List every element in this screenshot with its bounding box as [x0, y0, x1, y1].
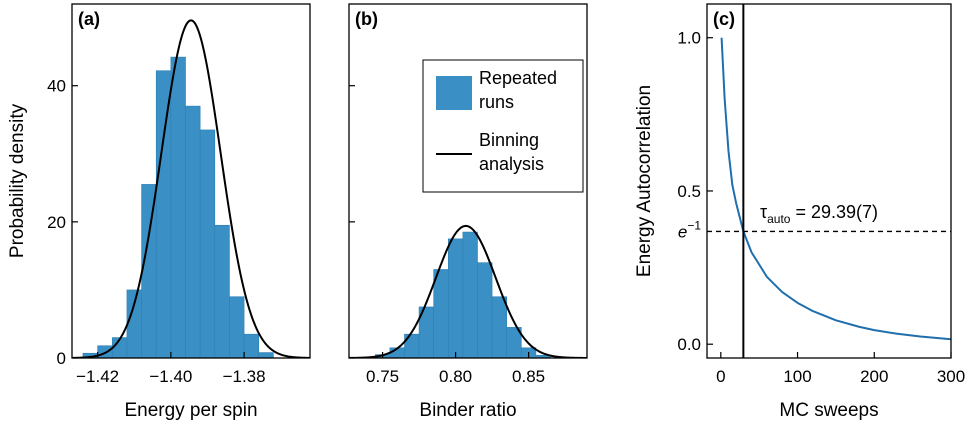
histogram-bar — [214, 224, 230, 358]
fit-curve — [349, 224, 587, 358]
y-axis-label: Probability density — [7, 103, 28, 258]
histogram-bar — [491, 296, 507, 358]
y-tick-label: 0.0 — [677, 335, 701, 354]
x-tick-label: 0.85 — [512, 367, 545, 386]
histogram-bar — [170, 56, 186, 358]
histogram-bar — [229, 296, 245, 358]
panel-b: 0.75 0.80 0.85 Binder ratio (b) Repeated runs B… — [348, 3, 588, 421]
y-tick-label: 1.0 — [677, 29, 701, 48]
histogram-bar — [506, 327, 522, 358]
histogram-bar — [141, 184, 157, 358]
axes-frame — [706, 3, 952, 359]
y-tick-label: 0 — [57, 349, 66, 368]
histogram-bar — [126, 289, 142, 358]
histogram-bar — [462, 231, 478, 358]
y-tick-label: 40 — [47, 77, 66, 96]
histogram-bar — [433, 269, 449, 358]
histogram-bar — [258, 352, 274, 358]
x-axis-label: Binder ratio — [419, 400, 516, 421]
legend-label: runs — [479, 92, 514, 112]
histogram-bar — [185, 105, 201, 358]
axes-frame — [348, 3, 588, 359]
e-inverse-label: e−1 — [678, 218, 701, 241]
tau-value: = 29.39(7) — [790, 202, 878, 222]
y-axis-label: Energy Autocorrelation — [634, 85, 655, 277]
panel-a: −1.42 −1.40 −1.38 0 20 40 Energy per spin Proba… — [7, 3, 311, 421]
x-axis-label: MC sweeps — [779, 400, 878, 421]
autocorrelation-curve — [720, 37, 951, 341]
y-tick-label: 0.5 — [677, 182, 701, 201]
histogram-bar — [155, 70, 172, 358]
y-tick-label: 20 — [47, 213, 66, 232]
x-tick-label: 0 — [716, 367, 725, 386]
x-tick-label: 200 — [860, 367, 888, 386]
histogram-bar — [447, 238, 464, 358]
histogram-bar — [243, 333, 260, 358]
panel-label: (c) — [713, 9, 735, 29]
e-inverse-base: e — [678, 222, 687, 241]
legend-patch — [436, 76, 472, 110]
legend: Repeated runs Binning analysis — [422, 59, 584, 193]
x-tick-label: 0.75 — [366, 367, 399, 386]
panel-c: 0 100 200 300 0.0 0.5 1.0 MC sweeps Energy Autoc… — [634, 3, 965, 421]
legend-label: Binning — [479, 130, 539, 150]
x-tick-label: −1.40 — [149, 367, 192, 386]
x-tick-label: −1.38 — [223, 367, 266, 386]
plot-area — [72, 19, 310, 358]
panel-label: (a) — [78, 9, 100, 29]
x-tick-label: 100 — [783, 367, 811, 386]
histogram-bar — [477, 262, 493, 358]
tau-annotation: τauto = 29.39(7) — [760, 202, 878, 226]
plot-area — [349, 224, 587, 358]
plot-area — [707, 4, 951, 358]
fit-curve — [72, 19, 310, 358]
legend-label: Repeated — [479, 68, 557, 88]
histogram-bar — [199, 129, 216, 358]
tau-symbol: τ — [760, 202, 767, 222]
x-tick-label: 0.80 — [439, 367, 472, 386]
x-tick-label: 300 — [937, 367, 965, 386]
legend-label: analysis — [479, 154, 544, 174]
x-axis-label: Energy per spin — [124, 400, 257, 421]
panel-label: (b) — [355, 9, 378, 29]
tau-subscript: auto — [767, 212, 791, 226]
x-tick-label: −1.42 — [76, 367, 119, 386]
axes-frame — [71, 3, 311, 359]
e-inverse-exponent: −1 — [687, 218, 701, 232]
